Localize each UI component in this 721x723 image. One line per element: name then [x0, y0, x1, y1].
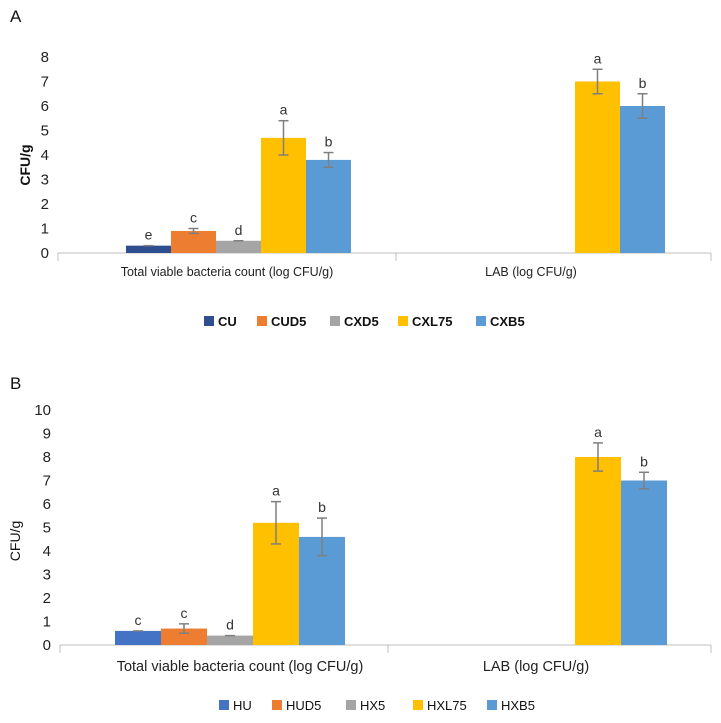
y-tick-label: 4 — [41, 147, 49, 164]
legend-label-cu: CU — [218, 314, 237, 329]
significance-letter: a — [280, 102, 288, 118]
legend-label-cxd5: CXD5 — [344, 314, 379, 329]
significance-letter: e — [145, 227, 153, 243]
legend-swatch-cu — [204, 316, 214, 326]
y-tick-label: 6 — [43, 496, 51, 513]
y-axis-label: CFU/g — [17, 144, 33, 185]
significance-letter: d — [226, 617, 234, 633]
legend-swatch-cxd5 — [330, 316, 340, 326]
category-label: Total viable bacteria count (log CFU/g) — [117, 659, 364, 675]
y-tick-label: 5 — [41, 123, 49, 140]
bar-cxl75 — [575, 81, 620, 253]
legend-label-cxb5: CXB5 — [490, 314, 525, 329]
significance-letter: b — [325, 134, 333, 150]
legend-label-hu: HU — [233, 698, 252, 713]
significance-letter: a — [594, 424, 602, 440]
y-tick-label: 4 — [43, 543, 51, 560]
legend-swatch-cxb5 — [476, 316, 486, 326]
significance-letter: c — [135, 612, 142, 628]
significance-letter: a — [272, 483, 280, 499]
significance-letter: b — [318, 499, 326, 515]
panel-a: A CFU/g 0 1 2 3 4 5 6 7 8 Total viable bacteria cou… — [10, 7, 712, 329]
bar-cxb5 — [306, 159, 351, 253]
bar-hxb5 — [621, 480, 667, 645]
legend-swatch-cud5 — [257, 316, 267, 326]
y-tick-label: 8 — [41, 49, 49, 66]
bar-cud5 — [171, 230, 216, 253]
legend-swatch-hx5 — [346, 700, 356, 710]
legend-swatch-hxb5 — [487, 700, 497, 710]
legend-swatch-hud5 — [272, 700, 282, 710]
y-tick-label: 8 — [43, 449, 51, 466]
bar-cu — [126, 245, 171, 253]
legend-label-hx5: HX5 — [360, 698, 385, 713]
category-label: LAB (log CFU/g) — [485, 265, 577, 279]
legend-label-cxl75: CXL75 — [412, 314, 452, 329]
legend-label-cud5: CUD5 — [271, 314, 306, 329]
significance-letter: b — [639, 75, 647, 91]
y-axis-label: CFU/g — [7, 521, 23, 561]
panel-label: B — [10, 374, 21, 393]
bar-hxl75 — [575, 457, 621, 645]
bar-hx5 — [207, 635, 253, 645]
y-tick-label: 5 — [43, 520, 51, 537]
significance-letter: b — [640, 453, 648, 469]
bar-hud5 — [161, 628, 207, 645]
panel-label: A — [10, 7, 22, 26]
category-label: Total viable bacteria count (log CFU/g) — [121, 265, 334, 279]
y-tick-label: 9 — [43, 426, 51, 443]
y-tick-label: 2 — [43, 590, 51, 607]
legend-swatch-hxl75 — [413, 700, 423, 710]
y-tick-label: 3 — [43, 567, 51, 584]
y-tick-label: 3 — [41, 172, 49, 189]
legend-label-hud5: HUD5 — [286, 698, 321, 713]
legend-label-hxb5: HXB5 — [501, 698, 535, 713]
bar-cxb5 — [620, 106, 665, 253]
y-tick-label: 10 — [34, 402, 51, 419]
bar-hu — [115, 630, 161, 645]
y-tick-label: 6 — [41, 98, 49, 115]
significance-letter: a — [594, 50, 602, 66]
legend-label-hxl75: HXL75 — [427, 698, 467, 713]
legend-swatch-hu — [219, 700, 229, 710]
category-label: LAB (log CFU/g) — [483, 659, 589, 675]
panel-b: B CFU/g 0 1 2 3 4 5 6 7 8 9 10 Total viable bacteria … — [7, 374, 712, 713]
legend-swatch-cxl75 — [398, 316, 408, 326]
significance-letter: c — [181, 605, 188, 621]
y-tick-label: 7 — [41, 74, 49, 91]
bar-cxl75 — [261, 137, 306, 253]
significance-letter: d — [235, 222, 243, 238]
y-tick-label: 0 — [43, 637, 51, 654]
bar-cxd5 — [216, 240, 261, 253]
y-tick-label: 1 — [41, 221, 49, 238]
y-tick-label: 1 — [43, 614, 51, 631]
y-tick-label: 7 — [43, 473, 51, 490]
y-tick-label: 2 — [41, 196, 49, 213]
significance-letter: c — [190, 210, 197, 226]
y-tick-label: 0 — [41, 245, 49, 262]
